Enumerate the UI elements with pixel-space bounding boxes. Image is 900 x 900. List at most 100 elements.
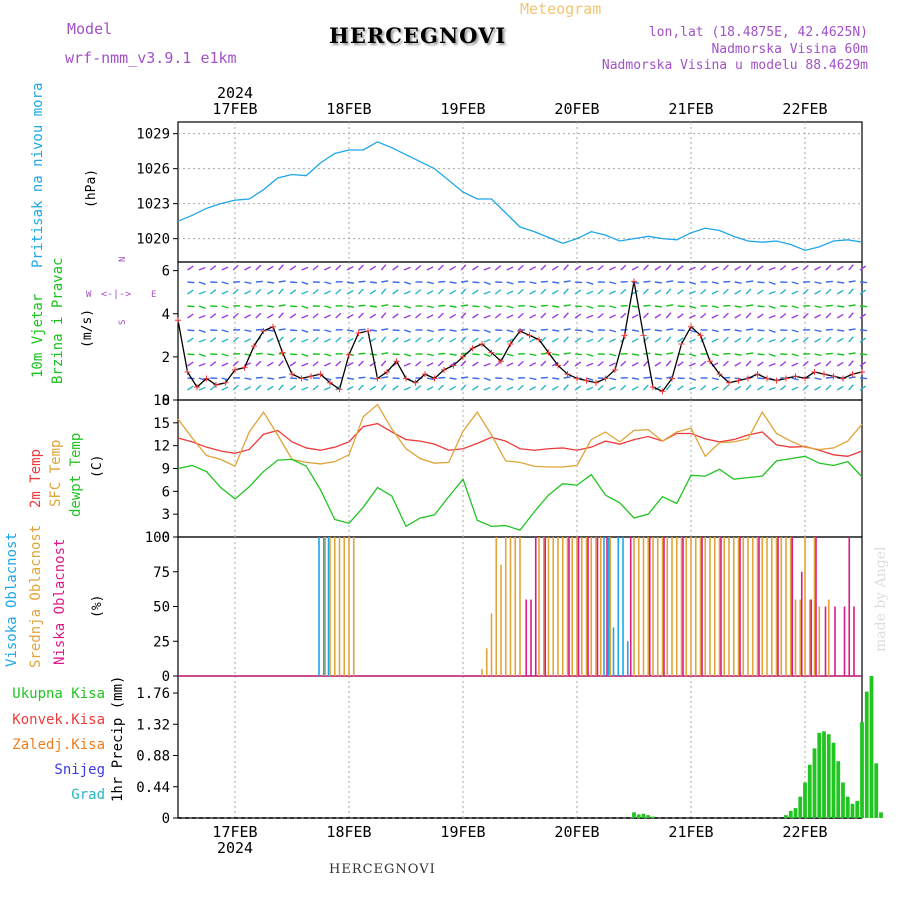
wind-barb [267, 329, 275, 332]
wind-barb [415, 384, 422, 391]
y-tick-label: 0 [162, 530, 170, 546]
wind-barb [267, 281, 275, 284]
compass-arrows-icon: <-|-> [101, 289, 132, 300]
y-tick-label: 3 [162, 507, 170, 523]
panel-frame-0 [177, 121, 863, 263]
wind-barb [711, 314, 719, 319]
wind-barb [711, 353, 719, 357]
wind-barb [346, 361, 354, 367]
wind-barb [494, 385, 502, 391]
wind-barb [848, 360, 854, 367]
wind-barb [825, 336, 832, 343]
wind-barb [289, 313, 297, 319]
day-label-bottom: 22FEB [782, 823, 827, 841]
wind-barb [791, 266, 799, 271]
wind-barb [825, 312, 832, 319]
wind-barb [357, 360, 364, 367]
wind-barb [654, 265, 662, 271]
wind-barb [403, 290, 411, 295]
wind-barb [860, 329, 868, 332]
wind-barb [449, 377, 457, 380]
wind-barb [574, 313, 582, 319]
wind-barb [472, 361, 479, 367]
wind-barb [244, 266, 252, 271]
wind-barb [437, 288, 444, 295]
wind-barb [791, 305, 799, 309]
wind-barb [324, 329, 332, 333]
wind-barb [403, 338, 411, 343]
wind-barb [734, 313, 742, 319]
wind-barb-row [187, 264, 867, 271]
wind-barb [437, 264, 444, 271]
wind-barb [688, 281, 697, 285]
wind-barb [688, 266, 696, 271]
wind-barb [449, 305, 457, 308]
wind-barb [757, 281, 765, 284]
wind-barb [757, 329, 765, 332]
wind-barb [860, 281, 868, 284]
wind-gust-marker [279, 349, 286, 356]
wind-barb [700, 288, 707, 295]
wind-barb [506, 314, 514, 319]
wind-barb [312, 265, 319, 271]
wind-barb [837, 281, 845, 284]
wind-barb [540, 328, 548, 331]
wind-barb [779, 289, 787, 295]
wind-barb [814, 362, 822, 367]
wind-barb [312, 337, 319, 343]
wind-barb-row [187, 328, 868, 333]
wind-barb [517, 264, 524, 271]
wind-barb [426, 353, 434, 357]
wind-gust-marker [536, 336, 542, 343]
wind-gust-marker [441, 366, 447, 373]
day-label-top: 18FEB [326, 100, 371, 118]
day-label-top: 20FEB [554, 100, 599, 118]
wind-barb [654, 289, 662, 295]
wind-barb [494, 337, 502, 343]
wind-barb [791, 362, 799, 367]
wind-barb [426, 377, 434, 381]
wind-barb [848, 384, 854, 391]
wind-barb [426, 329, 434, 333]
wind-barb [654, 353, 662, 356]
wind-gust-marker [346, 351, 352, 358]
wind-gust-marker [707, 358, 713, 365]
wind-barb [278, 312, 284, 319]
wind-barb [483, 290, 491, 295]
wind-barb [563, 336, 569, 343]
wind-barb [244, 314, 252, 319]
y-tick-label: 1029 [136, 127, 170, 143]
wind-barb [289, 265, 297, 271]
wind-barb [540, 280, 548, 283]
wind-barb [551, 361, 559, 367]
wind-barb [221, 305, 229, 309]
wind-barb [734, 329, 742, 332]
wind-barb [221, 353, 229, 357]
wind-gust-marker [213, 381, 219, 388]
day-label-bottom: 19FEB [440, 823, 485, 841]
wind-barb [324, 281, 332, 285]
wind-gust-marker [678, 340, 685, 347]
wind-gust-marker [574, 375, 580, 382]
wind-barb [609, 353, 617, 357]
wind-gust-marker [792, 373, 799, 380]
wind-barb [517, 360, 524, 367]
wind-barb [335, 336, 342, 343]
wind-barb [757, 313, 764, 319]
wind-barb [426, 290, 434, 295]
wind-barb [483, 281, 491, 285]
wind-barb [620, 360, 627, 367]
wind-barb [860, 353, 868, 356]
wind-barb [540, 264, 547, 271]
wind-barb [323, 314, 331, 319]
wind-barb [597, 385, 604, 391]
wind-barb [529, 281, 537, 285]
wind-barb [312, 289, 319, 295]
wind-barb [609, 377, 617, 381]
wind-barb [540, 360, 547, 367]
wind-barb [848, 280, 856, 283]
wind-barb [244, 281, 252, 285]
wind-barb [597, 361, 604, 367]
wind-barb [711, 305, 719, 309]
wind-barb [802, 312, 809, 319]
